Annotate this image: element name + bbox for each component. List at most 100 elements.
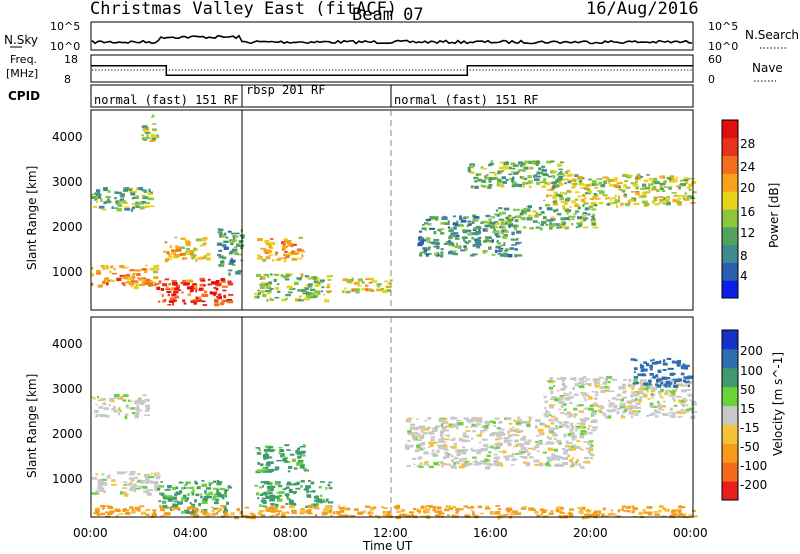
range-cell bbox=[484, 458, 489, 462]
range-cell bbox=[512, 426, 515, 429]
range-cell bbox=[685, 364, 690, 368]
range-cell bbox=[261, 470, 267, 473]
range-cell bbox=[130, 208, 134, 212]
range-cell bbox=[559, 395, 565, 397]
range-cell bbox=[132, 276, 135, 280]
range-cell bbox=[169, 255, 173, 258]
range-cell bbox=[101, 265, 105, 267]
range-cell bbox=[598, 376, 604, 379]
range-cell bbox=[520, 437, 527, 441]
range-cell bbox=[446, 241, 450, 244]
range-cell bbox=[597, 190, 603, 192]
range-cell bbox=[120, 491, 124, 495]
range-cell bbox=[195, 493, 199, 497]
range-cell bbox=[649, 364, 652, 369]
range-cell bbox=[463, 417, 469, 420]
range-cell bbox=[580, 216, 585, 220]
range-cell bbox=[267, 461, 274, 464]
range-cell bbox=[223, 505, 227, 509]
range-cell bbox=[144, 409, 149, 412]
range-cell bbox=[588, 396, 593, 400]
range-cell bbox=[671, 368, 674, 370]
range-cell bbox=[541, 185, 547, 189]
range-cell bbox=[423, 427, 430, 431]
range-cell bbox=[407, 417, 413, 420]
range-cell bbox=[349, 514, 356, 517]
range-cell bbox=[205, 501, 208, 504]
range-cell bbox=[445, 505, 452, 508]
range-cell bbox=[293, 252, 300, 255]
range-cell bbox=[549, 441, 555, 445]
range-cell bbox=[647, 511, 652, 515]
range-cell bbox=[152, 128, 157, 132]
range-cell bbox=[538, 167, 542, 170]
range-cell bbox=[199, 511, 203, 513]
range-cell bbox=[659, 360, 662, 364]
range-cell bbox=[663, 413, 669, 416]
range-cell bbox=[134, 415, 139, 419]
colorbar-swatch bbox=[722, 173, 738, 192]
range-cell bbox=[613, 178, 618, 182]
nsky-label: N.Sky bbox=[4, 33, 38, 47]
range-cell bbox=[566, 442, 573, 445]
range-cell bbox=[569, 206, 572, 208]
range-cell bbox=[505, 458, 510, 461]
range-cell bbox=[568, 173, 574, 176]
range-cell bbox=[411, 513, 414, 518]
range-cell bbox=[654, 203, 660, 206]
range-cell bbox=[571, 433, 575, 437]
range-cell bbox=[511, 179, 514, 183]
range-cell bbox=[608, 399, 611, 402]
range-cell bbox=[189, 250, 195, 254]
range-cell bbox=[540, 211, 545, 213]
range-cell bbox=[578, 385, 585, 389]
colorbar-swatch bbox=[722, 280, 738, 299]
range-cell bbox=[270, 298, 275, 301]
range-cell bbox=[111, 206, 114, 210]
range-cell bbox=[504, 248, 508, 251]
beam-label: Beam 07 bbox=[352, 5, 424, 25]
range-cell bbox=[432, 454, 438, 457]
range-cell bbox=[493, 459, 497, 463]
range-cell bbox=[182, 299, 186, 303]
range-cell bbox=[583, 417, 589, 421]
range-cell bbox=[475, 461, 480, 465]
range-cell bbox=[150, 284, 157, 286]
range-cell bbox=[123, 484, 128, 486]
range-cell bbox=[573, 414, 576, 418]
range-cell bbox=[264, 466, 268, 469]
range-cell bbox=[498, 248, 501, 251]
range-cell bbox=[613, 404, 618, 409]
range-cell bbox=[406, 464, 411, 467]
range-cell bbox=[534, 214, 539, 218]
range-cell bbox=[400, 513, 403, 516]
range-cell bbox=[525, 420, 531, 424]
range-cell bbox=[518, 443, 524, 446]
range-cell bbox=[266, 299, 269, 302]
range-cell bbox=[580, 507, 583, 510]
range-cell bbox=[174, 287, 180, 291]
range-cell bbox=[488, 184, 493, 187]
range-cell bbox=[287, 291, 293, 294]
range-cell bbox=[632, 410, 638, 413]
range-cell bbox=[555, 179, 559, 183]
range-cell bbox=[386, 513, 392, 517]
range-cell bbox=[672, 412, 677, 415]
range-cell bbox=[224, 489, 229, 491]
range-cell bbox=[232, 237, 236, 240]
range-cell bbox=[361, 281, 365, 284]
range-cell bbox=[443, 429, 449, 432]
range-cell bbox=[235, 243, 240, 247]
range-cell bbox=[95, 473, 98, 476]
range-cell bbox=[459, 465, 465, 469]
range-cell bbox=[615, 398, 620, 401]
range-cell bbox=[606, 409, 612, 411]
range-cell bbox=[589, 445, 592, 449]
range-cell bbox=[477, 417, 480, 420]
range-cell bbox=[548, 428, 555, 433]
range-cell bbox=[422, 447, 426, 450]
range-cell bbox=[502, 450, 507, 454]
range-cell bbox=[91, 282, 94, 286]
range-cell bbox=[141, 134, 144, 136]
range-cell bbox=[411, 434, 416, 437]
